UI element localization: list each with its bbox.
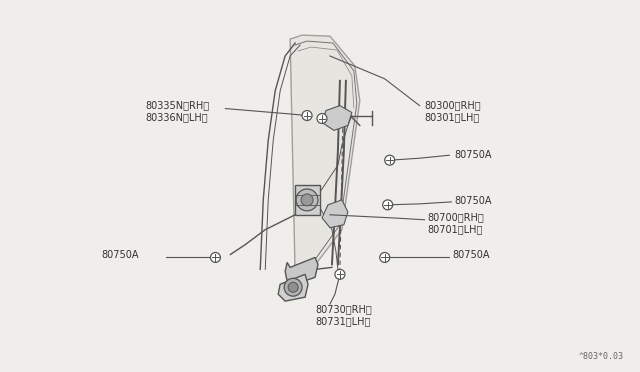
Text: 80750A: 80750A	[454, 150, 492, 160]
Circle shape	[284, 278, 302, 296]
Text: ^803*0.03: ^803*0.03	[579, 352, 623, 361]
Circle shape	[380, 253, 390, 262]
Polygon shape	[322, 106, 352, 131]
Polygon shape	[278, 274, 308, 301]
Text: 80701〈LH〉: 80701〈LH〉	[428, 224, 483, 234]
Circle shape	[288, 282, 298, 292]
Circle shape	[335, 269, 345, 279]
Circle shape	[302, 110, 312, 121]
Circle shape	[301, 194, 313, 206]
Polygon shape	[285, 257, 318, 284]
Text: 80750A: 80750A	[101, 250, 138, 260]
Circle shape	[296, 189, 318, 211]
Circle shape	[317, 113, 327, 124]
Circle shape	[211, 253, 220, 262]
Text: 80335N〈RH〉: 80335N〈RH〉	[146, 101, 210, 110]
Text: 80301〈LH〉: 80301〈LH〉	[424, 113, 480, 122]
Circle shape	[383, 200, 393, 210]
Polygon shape	[290, 35, 360, 274]
Text: 80300〈RH〉: 80300〈RH〉	[424, 101, 481, 110]
Text: 80750A: 80750A	[454, 196, 492, 206]
Text: 80730〈RH〉: 80730〈RH〉	[315, 304, 372, 314]
Text: 80700〈RH〉: 80700〈RH〉	[428, 212, 484, 222]
Polygon shape	[295, 185, 320, 215]
Text: 80336N〈LH〉: 80336N〈LH〉	[146, 113, 209, 122]
Circle shape	[385, 155, 395, 165]
Polygon shape	[322, 200, 348, 228]
Text: 80750A: 80750A	[452, 250, 490, 260]
Text: 80731〈LH〉: 80731〈LH〉	[315, 316, 371, 326]
